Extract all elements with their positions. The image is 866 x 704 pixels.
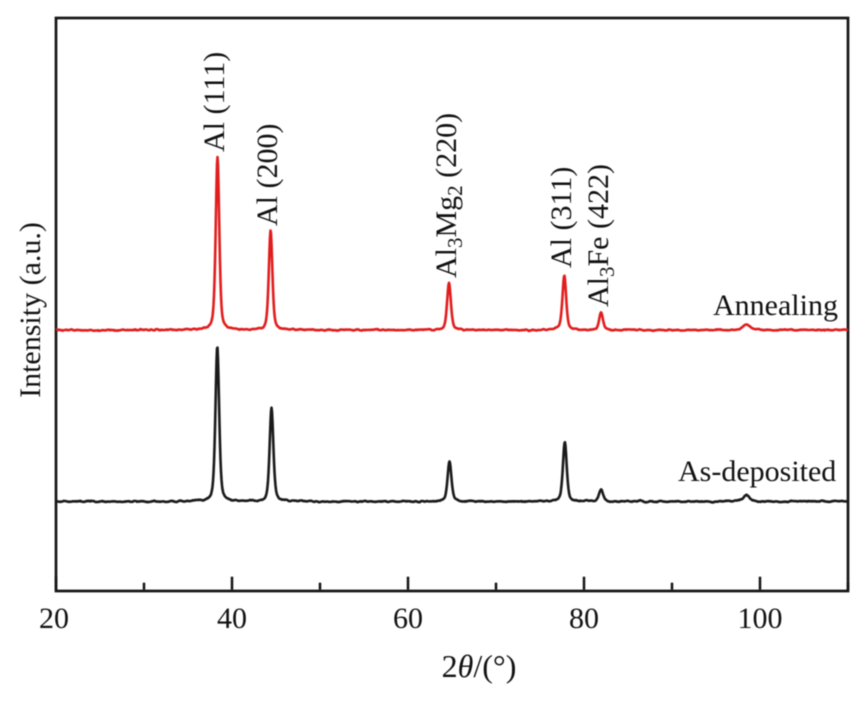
svg-text:20: 20: [39, 602, 69, 635]
svg-text:Al (311): Al (311): [545, 167, 578, 268]
svg-text:Annealing: Annealing: [713, 289, 838, 322]
svg-text:2θ/(°): 2θ/(°): [442, 648, 517, 684]
svg-text:Intensity (a.u.): Intensity (a.u.): [14, 222, 47, 398]
svg-text:60: 60: [393, 602, 423, 635]
svg-text:Al (200): Al (200): [251, 124, 284, 226]
svg-text:Al3Fe (422): Al3Fe (422): [582, 164, 619, 307]
svg-text:100: 100: [738, 602, 783, 635]
svg-text:As-deposited: As-deposited: [678, 455, 836, 488]
svg-text:40: 40: [217, 602, 247, 635]
svg-text:Al (111): Al (111): [198, 52, 231, 152]
svg-text:80: 80: [569, 602, 599, 635]
